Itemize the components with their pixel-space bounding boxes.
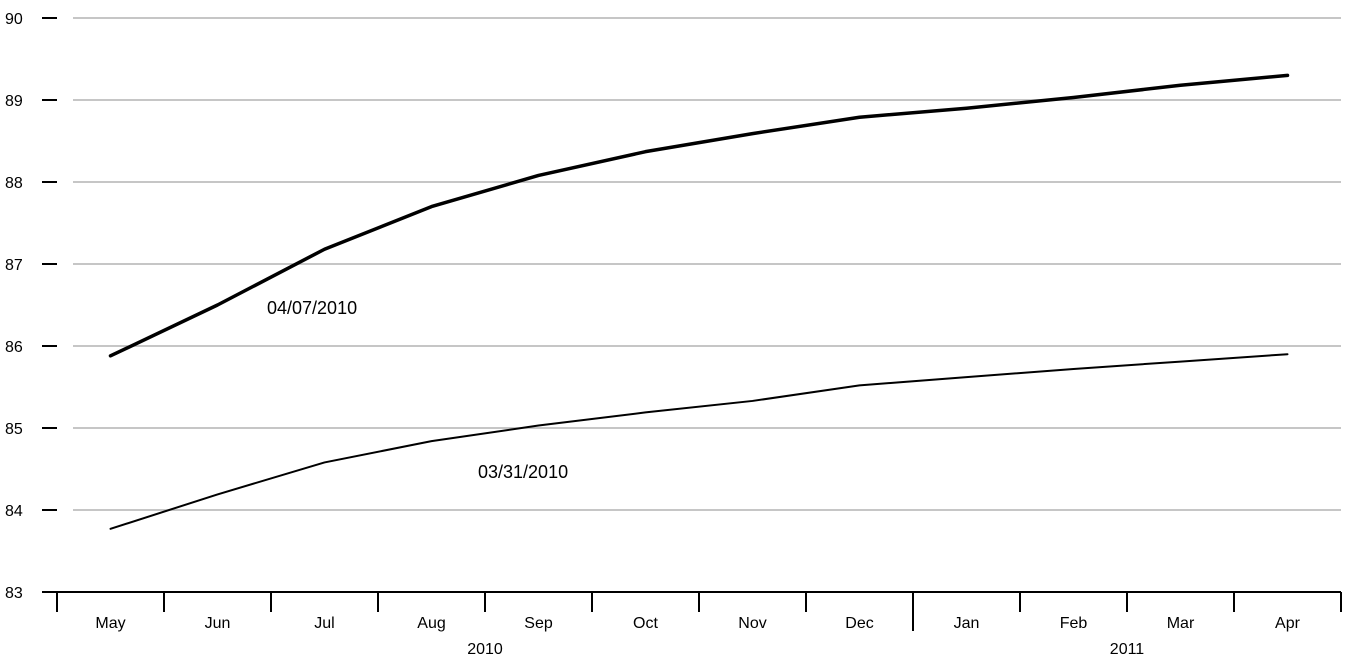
x-tick-label-may: May bbox=[95, 615, 125, 632]
x-tick-label-nov: Nov bbox=[738, 615, 766, 632]
x-tick-label-sep: Sep bbox=[524, 615, 553, 632]
y-tick-label-89: 89 bbox=[5, 93, 23, 110]
x-tick-label-oct: Oct bbox=[633, 615, 658, 632]
y-tick-label-85: 85 bbox=[5, 421, 23, 438]
y-tick-label-88: 88 bbox=[5, 175, 23, 192]
x-tick-label-aug: Aug bbox=[417, 615, 445, 632]
y-tick-label-86: 86 bbox=[5, 339, 23, 356]
series-lines bbox=[108, 73, 1290, 530]
year-label-2010: 2010 bbox=[467, 641, 503, 658]
gridlines bbox=[73, 17, 1341, 511]
x-tick-label-mar: Mar bbox=[1167, 615, 1195, 632]
series-label-03-31-2010: 03/31/2010 bbox=[478, 462, 568, 482]
y-tick-label-87: 87 bbox=[5, 257, 23, 274]
y-axis: 83 84 85 86 87 88 89 90 bbox=[5, 11, 57, 602]
x-tick-label-jun: Jun bbox=[205, 615, 231, 632]
series-line-0 bbox=[108, 73, 1290, 358]
y-tick-label-90: 90 bbox=[5, 11, 23, 28]
series-line-1 bbox=[109, 353, 1289, 530]
x-tick-label-dec: Dec bbox=[845, 615, 873, 632]
x-tick-label-jul: Jul bbox=[314, 615, 334, 632]
y-tick-label-83: 83 bbox=[5, 585, 23, 602]
y-tick-label-84: 84 bbox=[5, 503, 23, 520]
x-tick-label-feb: Feb bbox=[1060, 615, 1088, 632]
series-label-04-07-2010: 04/07/2010 bbox=[267, 298, 357, 318]
x-tick-label-jan: Jan bbox=[954, 615, 980, 632]
x-tick-label-apr: Apr bbox=[1275, 615, 1301, 632]
year-label-2011: 2011 bbox=[1110, 641, 1145, 658]
series-labels: 04/07/2010 03/31/2010 bbox=[267, 298, 568, 482]
x-axis: May Jun Jul Aug Sep Oct Nov Dec Jan Feb Mar Apr 2010… bbox=[56, 591, 1342, 658]
